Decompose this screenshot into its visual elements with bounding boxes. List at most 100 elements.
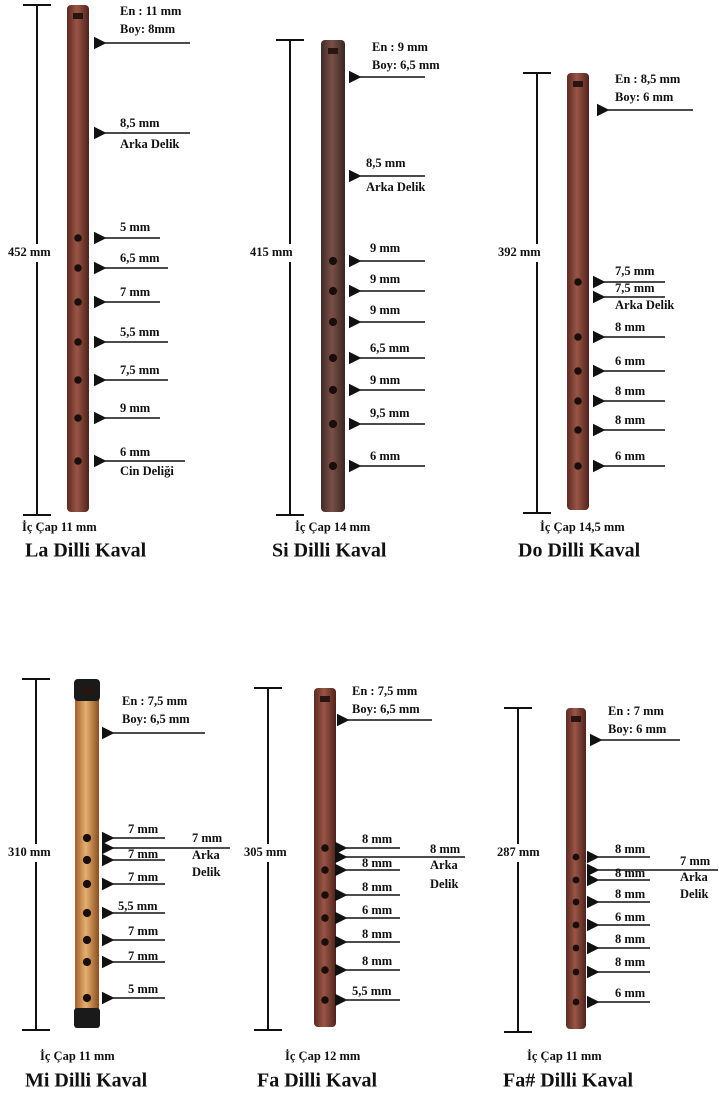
annotation: Boy: 6 mm	[608, 722, 667, 736]
annotation: Boy: 6,5 mm	[352, 702, 420, 716]
annotation: En : 9 mm	[372, 40, 428, 54]
hole	[82, 993, 92, 1003]
annotation: En : 7,5 mm	[122, 694, 188, 708]
label-bg	[248, 244, 306, 262]
hole	[572, 968, 580, 976]
annotation: 7 mm	[680, 854, 711, 868]
annotation: 7 mm	[128, 924, 159, 938]
flute	[566, 708, 586, 1029]
mouthpiece	[573, 81, 583, 87]
hole	[321, 844, 329, 852]
hole	[572, 921, 580, 929]
annotation: En : 8,5 mm	[615, 72, 681, 86]
hole	[574, 462, 582, 470]
kaval-name: La Dilli Kaval	[25, 540, 147, 562]
annotation: 6 mm	[120, 445, 151, 459]
label-bg	[242, 844, 300, 862]
annotation: Arka Delik	[615, 298, 674, 312]
annotation: Arka Delik	[366, 180, 425, 194]
annotation: 8 mm	[362, 880, 393, 894]
annotation: 6 mm	[615, 449, 646, 463]
annotation: 9 mm	[370, 241, 401, 255]
kaval-name: Fa# Dilli Kaval	[503, 1070, 633, 1092]
hole	[328, 419, 338, 429]
annotation: 9 mm	[120, 401, 151, 415]
annotation: 8 mm	[615, 842, 646, 856]
length-label: 392 mm	[498, 245, 541, 259]
hole	[74, 338, 82, 346]
annotation: 8 mm	[615, 887, 646, 901]
hole	[82, 855, 92, 865]
hole	[74, 234, 82, 242]
hole	[574, 397, 582, 405]
annotation: Arka Delik	[120, 137, 179, 151]
bore-label: İç Çap 14,5 mm	[540, 520, 625, 534]
annotation: 6 mm	[362, 903, 393, 917]
hole	[574, 333, 582, 341]
flute	[75, 679, 99, 1027]
annotation: 5,5 mm	[120, 325, 160, 339]
annotation: Arka	[680, 870, 709, 884]
annotation: 8 mm	[615, 384, 646, 398]
annotation: 7 mm	[128, 870, 159, 884]
annotation: Arka	[430, 858, 459, 872]
annotation: 5,5 mm	[352, 984, 392, 998]
mouthpiece	[328, 48, 338, 54]
annotation: 7 mm	[120, 285, 151, 299]
hole	[321, 996, 329, 1004]
annotation: Delik	[192, 865, 221, 879]
bore-label: İç Çap 11 mm	[22, 520, 97, 534]
annotation: 8 mm	[430, 842, 461, 856]
hole	[328, 286, 338, 296]
annotation: 9,5 mm	[370, 406, 410, 420]
annotation: 8 mm	[362, 856, 393, 870]
hole	[82, 833, 92, 843]
hole	[74, 414, 82, 422]
hole	[574, 367, 582, 375]
label-bg	[495, 844, 553, 862]
bore-label: İç Çap 11 mm	[40, 1049, 115, 1063]
hole	[328, 256, 338, 266]
annotation: 8 mm	[615, 413, 646, 427]
hole	[574, 426, 582, 434]
hole	[572, 944, 580, 952]
annotation: 8,5 mm	[120, 116, 160, 130]
hole	[328, 461, 338, 471]
hole	[321, 866, 329, 874]
mouthpiece	[320, 696, 330, 702]
flute-cap	[74, 1008, 100, 1028]
annotation: Boy: 6,5 mm	[372, 58, 440, 72]
hole	[74, 298, 82, 306]
annotation: 8 mm	[615, 320, 646, 334]
hole	[321, 891, 329, 899]
annotation: 7 mm	[128, 822, 159, 836]
flute	[567, 73, 589, 510]
flute	[314, 688, 336, 1027]
hole	[572, 898, 580, 906]
bore-label: İç Çap 12 mm	[285, 1049, 361, 1063]
length-label: 287 mm	[497, 845, 540, 859]
hole	[82, 957, 92, 967]
hole	[82, 879, 92, 889]
length-label: 305 mm	[244, 845, 287, 859]
annotation: 8,5 mm	[366, 156, 406, 170]
mouthpiece	[571, 716, 581, 722]
bore-label: İç Çap 11 mm	[527, 1049, 602, 1063]
annotation: 7,5 mm	[615, 281, 655, 295]
label-bg	[6, 244, 64, 262]
annotation: 5 mm	[128, 982, 159, 996]
hole	[572, 998, 580, 1006]
kaval-name: Si Dilli Kaval	[272, 540, 387, 562]
annotation: En : 11 mm	[120, 4, 182, 18]
annotation: Boy: 8mm	[120, 22, 176, 36]
annotation: 7,5 mm	[615, 264, 655, 278]
hole	[328, 317, 338, 327]
annotation: 7 mm	[192, 831, 223, 845]
hole	[328, 353, 338, 363]
annotation: 7,5 mm	[120, 363, 160, 377]
hole	[74, 264, 82, 272]
hole	[574, 278, 582, 286]
annotation: 6 mm	[615, 986, 646, 1000]
annotation: 8 mm	[362, 832, 393, 846]
